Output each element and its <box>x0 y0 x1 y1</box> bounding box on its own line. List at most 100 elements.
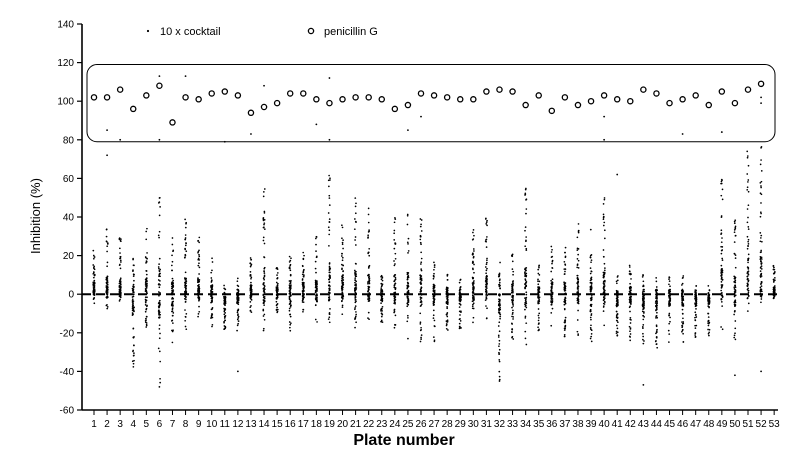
x-tick-label: 25 <box>402 419 414 430</box>
cocktail-point <box>446 288 449 291</box>
cocktail-point <box>667 329 670 332</box>
cocktail-point <box>668 280 671 283</box>
cocktail-point <box>315 294 317 297</box>
cocktail-point <box>485 269 488 272</box>
cocktail-point <box>629 318 631 321</box>
cocktail-point <box>315 285 317 288</box>
cocktail-outlier-point <box>158 385 161 388</box>
cocktail-point <box>524 315 527 318</box>
cocktail-point <box>773 294 776 297</box>
cocktail-point <box>485 294 487 296</box>
cocktail-point <box>119 298 121 301</box>
cocktail-point <box>642 314 645 317</box>
cocktail-point <box>525 247 528 250</box>
cocktail-point <box>629 302 632 304</box>
cocktail-point <box>249 271 252 273</box>
cocktail-point <box>327 318 330 320</box>
cocktail-point <box>485 221 488 224</box>
cocktail-point <box>602 274 605 277</box>
cocktail-point <box>329 307 331 310</box>
cocktail-point <box>524 303 526 306</box>
cocktail-point <box>656 296 658 299</box>
cocktail-point <box>367 207 370 210</box>
cocktail-point <box>603 262 606 265</box>
cocktail-point <box>746 310 749 312</box>
cocktail-point <box>106 286 109 289</box>
cocktail-point <box>92 286 95 289</box>
cocktail-point <box>302 282 305 285</box>
cocktail-point <box>315 271 317 274</box>
cocktail-point <box>746 186 749 189</box>
cocktail-point <box>472 303 474 306</box>
cocktail-point <box>341 259 344 262</box>
cocktail-point <box>314 260 317 263</box>
cocktail-point <box>550 279 552 282</box>
cocktail-point <box>302 275 305 278</box>
x-tick-label: 3 <box>117 419 123 430</box>
cocktail-point <box>603 269 606 272</box>
cocktail-point <box>380 275 382 278</box>
cocktail-point <box>342 239 344 241</box>
cocktail-point <box>302 286 305 289</box>
cocktail-point <box>564 302 567 305</box>
cocktail-point <box>550 282 553 285</box>
cocktail-point <box>485 240 487 243</box>
cocktail-point <box>262 296 265 299</box>
cocktail-point <box>158 230 161 233</box>
cocktail-point <box>537 283 540 286</box>
cocktail-point <box>499 317 501 320</box>
cocktail-point <box>629 310 631 313</box>
cocktail-point <box>629 297 632 299</box>
x-tick-label: 41 <box>612 419 624 430</box>
cocktail-point <box>144 319 147 322</box>
cocktail-point <box>628 286 631 289</box>
cocktail-point <box>289 287 292 290</box>
cocktail-point <box>288 255 291 258</box>
cocktail-point <box>367 267 370 269</box>
cocktail-point <box>420 261 423 264</box>
cocktail-point <box>133 354 135 357</box>
cocktail-point <box>288 261 291 263</box>
cocktail-point <box>236 329 238 332</box>
cocktail-point <box>681 301 684 304</box>
cocktail-point <box>184 234 187 236</box>
cocktail-point <box>197 278 199 281</box>
cocktail-point <box>473 250 475 252</box>
cocktail-point <box>263 275 266 278</box>
cocktail-point <box>355 275 358 278</box>
cocktail-point <box>746 208 749 210</box>
cocktail-point <box>604 301 606 304</box>
cocktail-point <box>159 332 161 335</box>
cocktail-point <box>458 302 461 305</box>
cocktail-point <box>197 296 200 299</box>
cocktail-point <box>118 238 121 241</box>
cocktail-point <box>406 314 409 317</box>
cocktail-point <box>289 315 292 318</box>
cocktail-point <box>459 285 462 288</box>
cocktail-point <box>354 317 356 320</box>
cocktail-point <box>197 257 200 260</box>
x-tick-label: 44 <box>651 419 663 430</box>
cocktail-point <box>485 291 488 294</box>
cocktail-point <box>589 256 592 259</box>
cocktail-point <box>433 268 435 271</box>
cocktail-point <box>367 237 369 239</box>
cocktail-point <box>159 360 162 363</box>
cocktail-point <box>289 269 292 272</box>
cocktail-point <box>289 326 291 329</box>
cocktail-point <box>276 306 278 309</box>
cocktail-point <box>118 300 121 302</box>
penicillin-point <box>182 94 189 101</box>
cocktail-point <box>224 304 226 307</box>
cocktail-point <box>224 302 227 305</box>
x-tick-label: 23 <box>376 419 388 430</box>
cocktail-point <box>734 219 737 222</box>
cocktail-point <box>668 322 671 325</box>
cocktail-point <box>602 286 605 289</box>
penicillin-point <box>574 101 582 109</box>
cocktail-point <box>590 318 592 321</box>
cocktail-point <box>628 325 631 328</box>
cocktail-point <box>301 273 304 276</box>
cocktail-point <box>341 256 344 259</box>
cocktail-point <box>577 299 580 301</box>
